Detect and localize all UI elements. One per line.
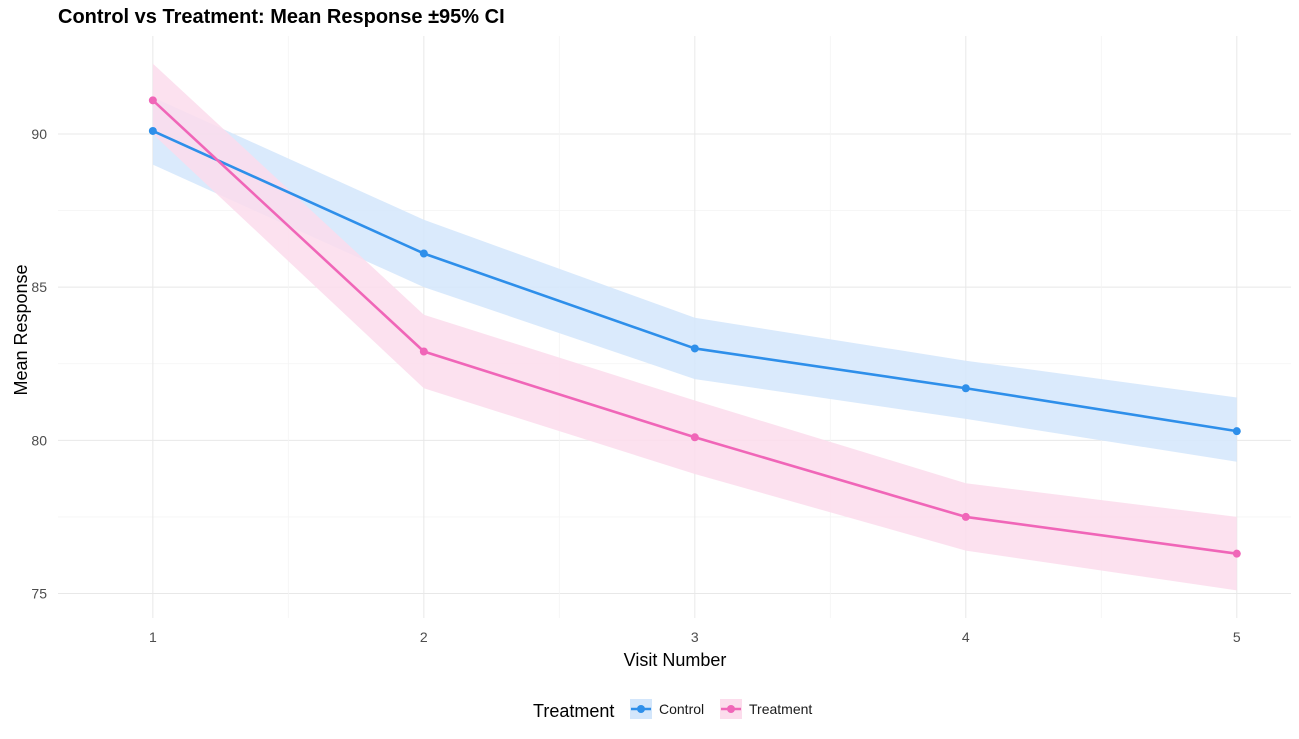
x-tick-label: 5: [1233, 629, 1241, 645]
x-axis-title: Visit Number: [624, 650, 727, 670]
treatment-point: [1232, 549, 1241, 558]
x-tick-label: 3: [691, 629, 699, 645]
control-point: [1232, 427, 1241, 436]
treatment-point: [961, 512, 970, 521]
axis-tick-labels: 75 80 85 90 1 2 3 4 5: [31, 126, 1240, 645]
y-tick-label: 85: [31, 279, 47, 295]
x-tick-label: 1: [149, 629, 157, 645]
treatment-point: [419, 347, 428, 356]
control-ci-band: [152, 97, 1237, 462]
control-point: [961, 384, 970, 393]
y-axis-title: Mean Response: [11, 264, 31, 395]
x-tick-label: 4: [962, 629, 970, 645]
chart-title: Control vs Treatment: Mean Response ±95%…: [58, 6, 505, 28]
y-tick-label: 90: [31, 126, 47, 142]
y-tick-label: 75: [31, 585, 47, 601]
legend: Treatment Control Treatment: [533, 699, 812, 721]
legend-control-label: Control: [659, 701, 704, 717]
treatment-point: [690, 433, 699, 442]
x-tick-label: 2: [420, 629, 428, 645]
legend-title: Treatment: [533, 701, 614, 721]
legend-treatment-key-point: [727, 705, 735, 713]
control-point: [690, 344, 699, 353]
legend-control-key-point: [637, 705, 645, 713]
control-point: [419, 249, 428, 258]
y-tick-label: 80: [31, 432, 47, 448]
series-points: [148, 96, 1241, 558]
legend-treatment-label: Treatment: [749, 701, 812, 717]
control-point: [148, 126, 157, 135]
treatment-point: [148, 96, 157, 105]
